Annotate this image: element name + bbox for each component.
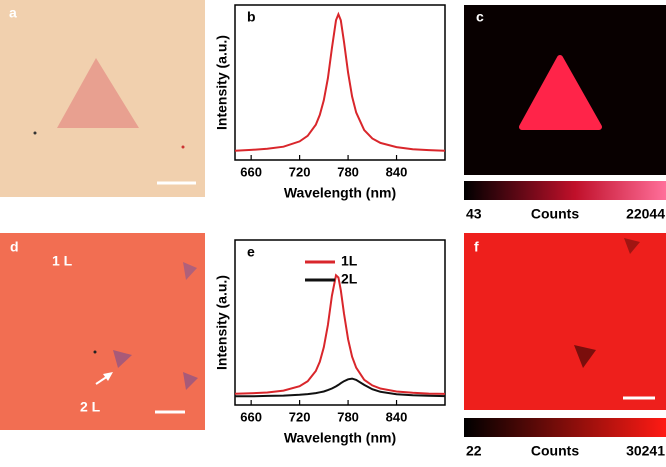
- y-axis-label: Intensity (a.u.): [214, 275, 230, 370]
- x-axis-label: Wavelength (nm): [284, 185, 396, 201]
- legend-label: 2L: [341, 271, 358, 287]
- panel-c: c 43 Counts 22044: [464, 5, 666, 222]
- particle: [93, 350, 97, 354]
- spectrum-line: [235, 377, 446, 398]
- flake: [183, 262, 197, 280]
- bilayer: [624, 238, 640, 254]
- panel-label: c: [476, 9, 484, 25]
- colorbar: [464, 181, 666, 200]
- optical-image: [0, 233, 205, 430]
- x-axis-label: Wavelength (nm): [284, 430, 396, 446]
- x-tick-label: 840: [386, 164, 408, 179]
- flake: [183, 372, 198, 390]
- flake: [113, 350, 132, 368]
- panel-label: a: [9, 5, 17, 21]
- panel-label: d: [10, 239, 19, 255]
- arrow-head: [103, 372, 113, 381]
- x-tick-label: 660: [240, 164, 262, 179]
- flake: [519, 55, 602, 130]
- spectrum-line: [234, 11, 446, 152]
- x-tick-label: 660: [240, 409, 262, 424]
- colorbar-min: 22: [466, 443, 482, 459]
- panel-label: f: [474, 239, 479, 255]
- colorbar-label: Counts: [531, 443, 579, 459]
- pl-map: [464, 233, 666, 410]
- particle: [33, 131, 37, 135]
- annotation: 2 L: [80, 399, 101, 415]
- legend-label: 1L: [341, 253, 358, 269]
- colorbar-max: 30241: [626, 443, 665, 459]
- x-tick-label: 720: [289, 164, 311, 179]
- panel-d: d 1 L 2 L: [0, 233, 205, 430]
- flake: [57, 58, 139, 128]
- x-tick-label: 840: [386, 409, 408, 424]
- panel-a: a: [0, 0, 205, 197]
- x-tick-label: 780: [337, 164, 359, 179]
- plot-frame: [234, 4, 446, 161]
- colorbar: [464, 418, 666, 437]
- panel-label: e: [247, 244, 255, 260]
- annotation: 1 L: [52, 253, 73, 269]
- colorbar-label: Counts: [531, 206, 579, 222]
- colorbar-max: 22044: [626, 206, 665, 222]
- x-tick-label: 780: [337, 409, 359, 424]
- x-tick-label: 720: [289, 409, 311, 424]
- panel-f: f 22 Counts 30241: [464, 233, 666, 459]
- colorbar-min: 43: [466, 206, 482, 222]
- bilayer: [574, 345, 596, 368]
- spectrum-line: [234, 273, 446, 395]
- panel-label: b: [247, 9, 256, 25]
- particle: [181, 145, 185, 149]
- plot-frame: [234, 239, 446, 406]
- y-axis-label: Intensity (a.u.): [214, 35, 230, 130]
